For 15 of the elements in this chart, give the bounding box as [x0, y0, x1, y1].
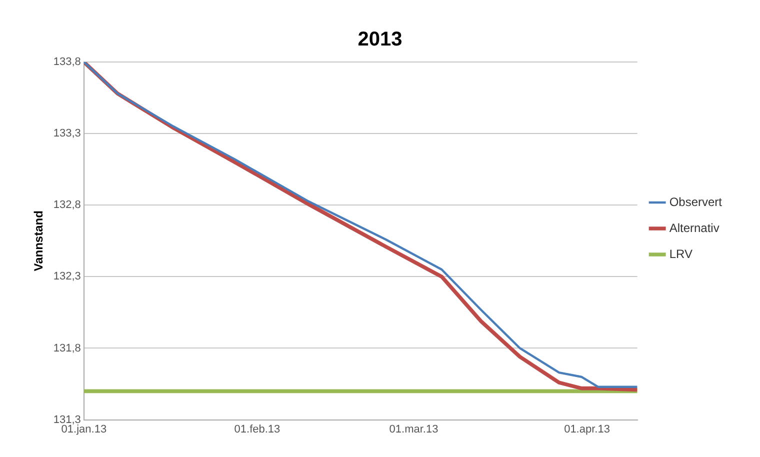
- y-tick-label: 133,8: [53, 56, 81, 68]
- legend-label: Alternativ: [669, 220, 720, 235]
- legend-label: LRV: [669, 246, 692, 261]
- y-tick-label: 131,8: [53, 342, 81, 354]
- y-tick-label: 133,3: [53, 128, 81, 140]
- legend-label: Observert: [669, 194, 723, 209]
- x-tick-label: 01.apr.13: [564, 423, 610, 436]
- y-tick-label: 132,3: [53, 270, 81, 283]
- x-tick-label: 01.jan.13: [61, 423, 107, 436]
- y-axis-title: Vannstand: [32, 210, 46, 272]
- chart-title: 2013: [358, 28, 402, 51]
- y-tick-label: 132,8: [53, 199, 81, 212]
- x-tick-label: 01.feb.13: [234, 423, 280, 436]
- x-tick-label: 01.mar.13: [389, 423, 438, 436]
- y-tick-label: 131,3: [53, 414, 81, 426]
